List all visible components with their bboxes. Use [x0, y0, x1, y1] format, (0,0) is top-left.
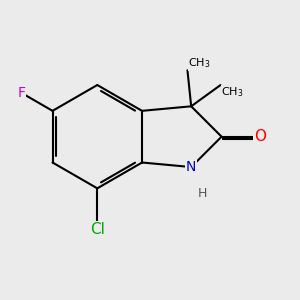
Text: F: F	[17, 86, 25, 100]
Text: CH$_3$: CH$_3$	[188, 56, 211, 70]
Text: CH$_3$: CH$_3$	[221, 85, 244, 99]
Text: N: N	[186, 160, 196, 174]
Text: H: H	[198, 187, 208, 200]
Text: O: O	[254, 129, 266, 144]
Text: Cl: Cl	[90, 222, 105, 237]
